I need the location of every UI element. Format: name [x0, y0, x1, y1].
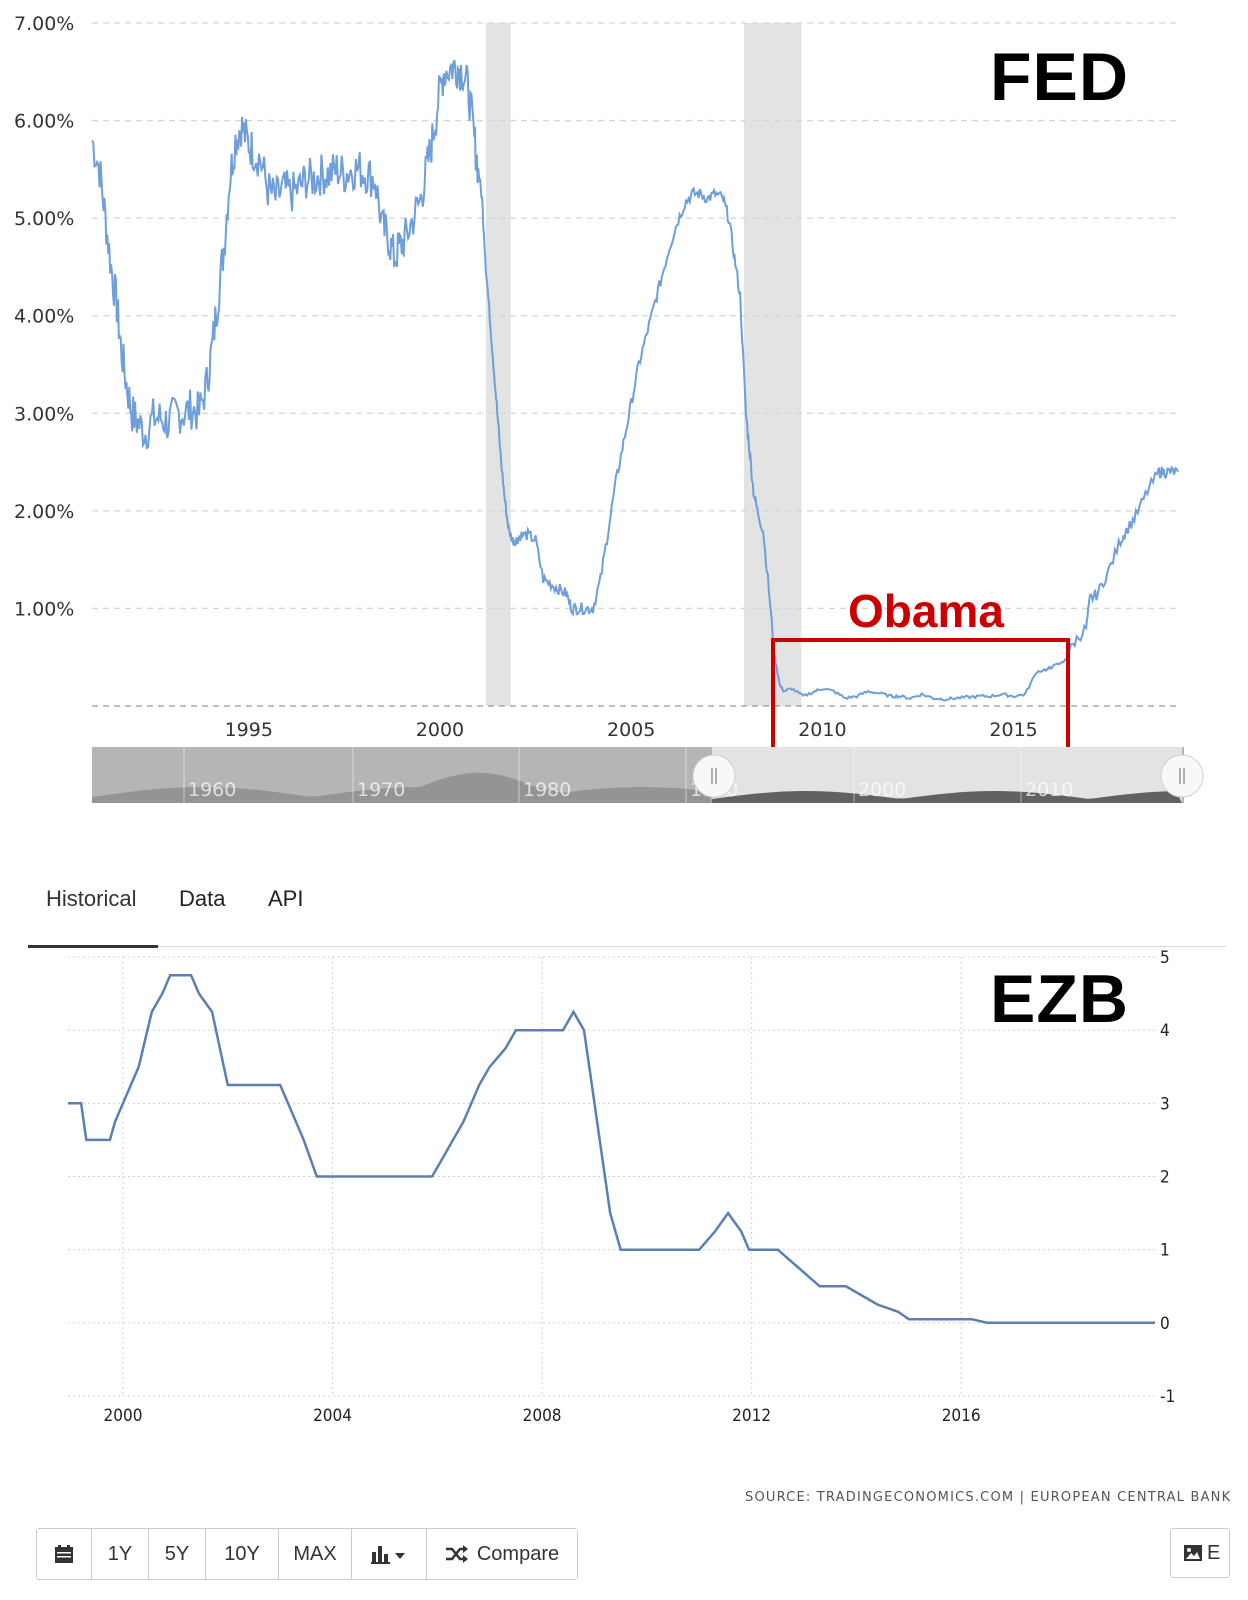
obama-highlight-box	[771, 638, 1070, 764]
range-5y-button[interactable]: 5Y	[149, 1529, 206, 1579]
range-10y-button[interactable]: 10Y	[206, 1529, 279, 1579]
ecb-y-tick-label: 0	[1160, 1314, 1170, 1334]
fed-gridlines	[92, 22, 1178, 707]
compare-button[interactable]: Compare	[427, 1529, 577, 1579]
fed-y-tick-label: 5.00%	[14, 208, 74, 230]
tab-api[interactable]: API	[268, 886, 304, 911]
fed-recession-bands	[485, 23, 802, 706]
chart-type-button[interactable]	[352, 1529, 427, 1579]
navigator-label: 1960	[188, 779, 236, 801]
navigator-left-handle[interactable]	[692, 754, 736, 798]
image-icon	[1184, 1545, 1202, 1561]
bar-chart-icon	[371, 1546, 405, 1564]
ecb-y-tick-label: 1	[1160, 1241, 1170, 1261]
fed-x-tick-label: 1995	[225, 719, 273, 741]
export-label: E	[1207, 1541, 1221, 1564]
obama-annotation: Obama	[848, 585, 1004, 637]
ecb-y-tick-label: 3	[1160, 1094, 1170, 1114]
fed-y-tick-label: 4.00%	[14, 306, 74, 328]
ecb-rate-line	[68, 974, 1155, 1325]
fed-y-tick-label: 7.00%	[14, 13, 74, 35]
navigator-area	[92, 772, 712, 803]
navigator-area-selected	[712, 791, 1182, 803]
source-credit: SOURCE: TRADINGECONOMICS.COM | EUROPEAN …	[745, 1490, 1232, 1505]
ecb-gridlines	[68, 956, 1155, 1397]
fed-x-axis: 1995 2000 2005 2010 2015	[225, 719, 1038, 741]
ecb-chart: 5 4 3 2 1 0 -1 2000 2004 2008 2012 2016	[68, 950, 1175, 1426]
chevron-down-icon	[395, 1553, 405, 1559]
shuffle-icon	[445, 1545, 468, 1563]
navigator-label: 2010	[1025, 779, 1073, 801]
fed-y-axis: 1.00% 2.00% 3.00% 4.00% 5.00% 6.00% 7.00%	[14, 13, 74, 620]
fed-y-tick-label: 2.00%	[14, 501, 74, 523]
navigator-label: 1980	[523, 779, 571, 801]
ecb-x-tick-label: 2012	[732, 1406, 771, 1426]
ecb-x-axis: 2000 2004 2008 2012 2016	[104, 1406, 981, 1426]
tab-historical[interactable]: Historical	[46, 886, 137, 911]
ecb-y-axis: 5 4 3 2 1 0 -1	[1160, 950, 1175, 1407]
fed-rate-line	[91, 59, 1179, 702]
navigator-right-handle[interactable]	[1160, 754, 1204, 798]
fed-y-tick-label: 1.00%	[14, 598, 74, 620]
fed-x-tick-label: 2010	[798, 719, 846, 741]
recession-band-1	[743, 23, 802, 706]
fed-x-tick-label: 2000	[416, 719, 464, 741]
fed-y-tick-label: 6.00%	[14, 111, 74, 133]
calendar-icon	[55, 1545, 73, 1563]
tab-bar: Historical Data API	[28, 866, 1226, 948]
export-image-button[interactable]: E	[1170, 1528, 1230, 1578]
ecb-y-tick-label: 4	[1160, 1021, 1170, 1041]
compare-label: Compare	[476, 1542, 560, 1565]
ecb-y-tick-label: 2	[1160, 1168, 1170, 1188]
fed-chart: 1.00% 2.00% 3.00% 4.00% 5.00% 6.00% 7.00% 1995…	[14, 13, 1204, 803]
fed-y-tick-label: 3.00%	[14, 403, 74, 425]
ecb-chart-title: EZB	[990, 961, 1129, 1037]
calendar-button[interactable]	[37, 1529, 92, 1579]
range-1y-button[interactable]: 1Y	[92, 1529, 149, 1579]
ecb-x-tick-label: 2016	[942, 1406, 981, 1426]
navigator-label: 2000	[858, 779, 906, 801]
ecb-x-tick-label: 2000	[104, 1406, 143, 1426]
ecb-x-tick-label: 2008	[523, 1406, 562, 1426]
fed-chart-title: FED	[990, 39, 1129, 115]
ecb-y-tick-label: 5	[1160, 950, 1170, 968]
navigator-label: 1970	[357, 779, 405, 801]
ecb-x-tick-label: 2004	[313, 1406, 352, 1426]
range-max-button[interactable]: MAX	[279, 1529, 352, 1579]
time-navigator[interactable]: 196019701980199020002010	[92, 747, 1204, 803]
active-tab-indicator	[28, 945, 158, 948]
tab-data[interactable]: Data	[179, 886, 226, 911]
ecb-y-tick-label: -1	[1160, 1387, 1175, 1407]
recession-band-0	[485, 23, 511, 706]
chart-toolbar: 1Y 5Y 10Y MAX Compare	[36, 1528, 578, 1580]
fed-x-tick-label: 2005	[607, 719, 655, 741]
fed-x-tick-label: 2015	[989, 719, 1037, 741]
